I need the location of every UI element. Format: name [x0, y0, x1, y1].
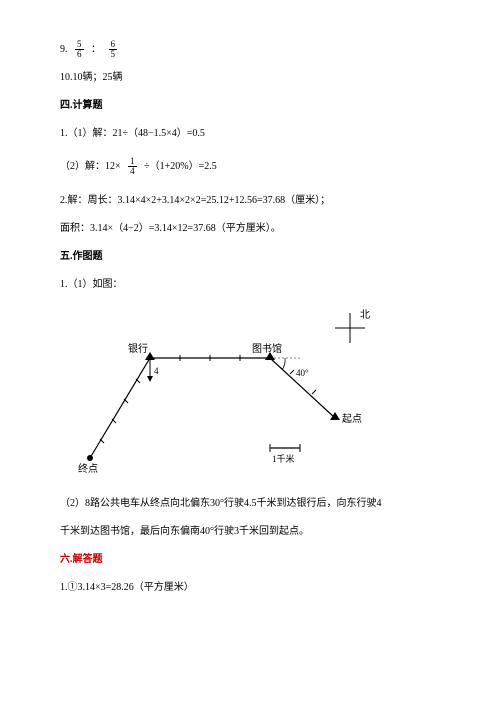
q10-line: 10.10辆；25辆 [60, 69, 440, 87]
end-label: 终点 [78, 462, 98, 475]
start-label: 起点 [342, 413, 362, 425]
bank-arrow-num: 4 [154, 366, 159, 376]
sec4-a2-pre: （2）解：12× [60, 161, 121, 172]
compass-north-label: 北 [360, 309, 370, 321]
bank-label: 银行 [128, 342, 148, 355]
sec5-a2: （2）8路公共电车从终点向北偏东30°行驶4.5千米到达银行后，向东行驶4 [60, 495, 440, 513]
q9-colon: ： [91, 44, 101, 55]
sec5-a1: 1.（1）如图： [60, 276, 440, 294]
route-diagram: 北 终点 银行 4 图书馆 起点 40° [60, 308, 440, 485]
end-marker [87, 455, 93, 461]
tick-ls-2 [312, 390, 316, 394]
sec5-title: 五.作图题 [60, 248, 440, 266]
route-svg: 北 终点 银行 4 图书馆 起点 40° [60, 308, 400, 478]
sec5-a3: 千米到达图书馆，最后向东偏南40°行驶3千米回到起点。 [60, 523, 440, 541]
q9-prefix: 9. [60, 44, 68, 55]
scale-label: 1千米 [272, 453, 295, 464]
sec4-a2-frac: 1 4 [128, 157, 137, 176]
sec4-title: 四.计算题 [60, 97, 440, 115]
sec4-a2: （2）解：12× 1 4 ÷（1+20%）=2.5 [60, 157, 440, 176]
library-label: 图书馆 [252, 342, 282, 355]
sec6-a1: 1.①3.14×3=28.26（平方厘米） [60, 579, 440, 597]
q9-frac1: 5 6 [75, 40, 84, 59]
angle-arc [282, 358, 285, 370]
sec4-a4: 面积：3.14×（4−2）=3.14×12=37.68（平方厘米）。 [60, 220, 440, 238]
angle-label: 40° [296, 368, 309, 378]
start-marker [330, 412, 340, 420]
sec6-title: 六.解答题 [60, 551, 440, 569]
sec4-a3: 2.解：周长：3.14×4×2+3.14×2×2=25.12+12.56=37.… [60, 192, 440, 210]
bank-arrow-head [147, 376, 153, 382]
q9-line: 9. 5 6 ： 6 5 [60, 40, 440, 59]
sec4-a1: 1.（1）解：21÷（48−1.5×4）=0.5 [60, 125, 440, 143]
sec4-a2-post: ÷（1+20%）=2.5 [144, 161, 217, 172]
q9-frac2: 6 5 [109, 40, 118, 59]
tick-ls-1 [290, 370, 294, 374]
